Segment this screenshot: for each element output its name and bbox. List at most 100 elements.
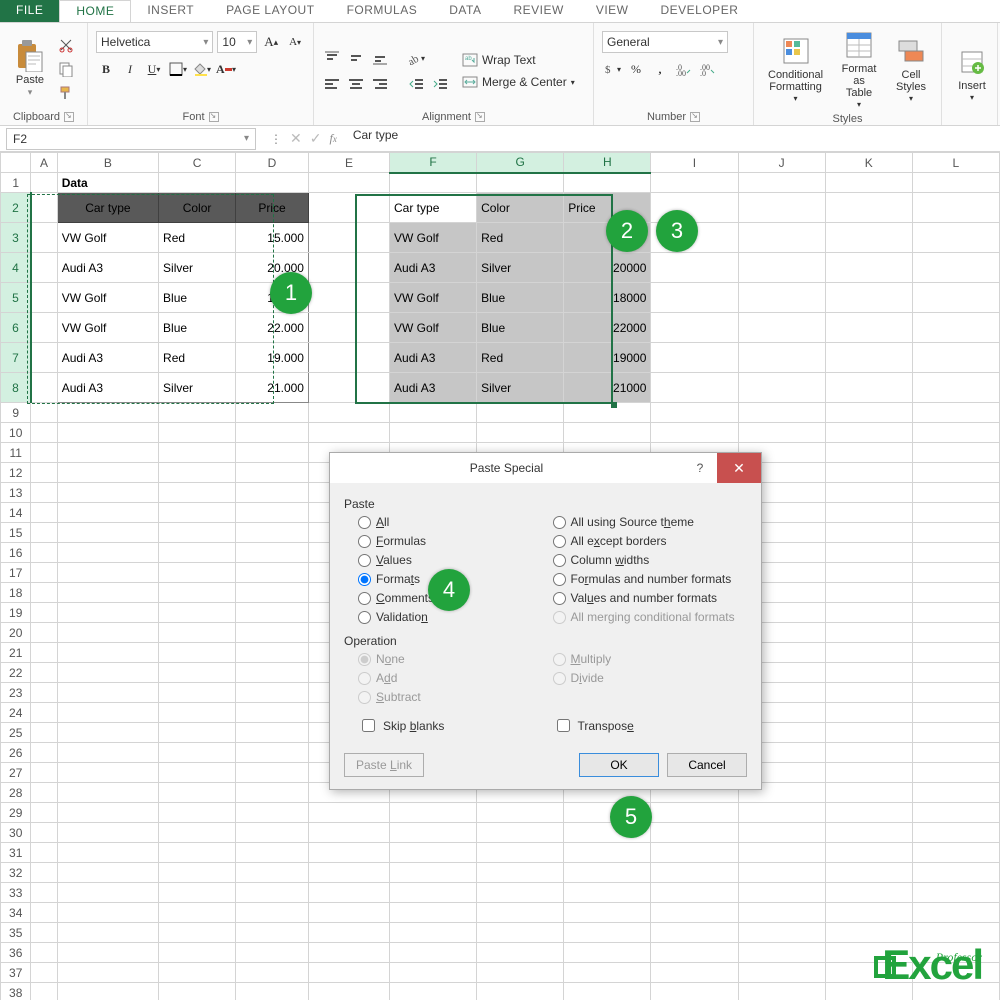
cell-A34[interactable] bbox=[31, 903, 57, 923]
tab-review[interactable]: REVIEW bbox=[497, 0, 579, 22]
formula-input[interactable]: Car type bbox=[345, 128, 1000, 150]
cell-J5[interactable] bbox=[738, 283, 825, 313]
cell-L5[interactable] bbox=[912, 283, 999, 313]
cell-G36[interactable] bbox=[477, 943, 564, 963]
cell-C6[interactable]: Blue bbox=[159, 313, 236, 343]
cell-B25[interactable] bbox=[57, 723, 158, 743]
col-header-F[interactable]: F bbox=[390, 153, 477, 173]
row-header-31[interactable]: 31 bbox=[1, 843, 31, 863]
cell-E1[interactable] bbox=[308, 173, 389, 193]
cell-F38[interactable] bbox=[390, 983, 477, 1000]
cell-C33[interactable] bbox=[159, 883, 236, 903]
cell-D19[interactable] bbox=[236, 603, 309, 623]
cell-E32[interactable] bbox=[308, 863, 389, 883]
cell-G38[interactable] bbox=[477, 983, 564, 1000]
cell-A1[interactable] bbox=[31, 173, 57, 193]
cell-A27[interactable] bbox=[31, 763, 57, 783]
row-header-11[interactable]: 11 bbox=[1, 443, 31, 463]
cancel-button[interactable]: Cancel bbox=[667, 753, 747, 777]
cell-A14[interactable] bbox=[31, 503, 57, 523]
cell-B24[interactable] bbox=[57, 703, 158, 723]
col-header-D[interactable]: D bbox=[236, 153, 309, 173]
row-header-18[interactable]: 18 bbox=[1, 583, 31, 603]
cell-L22[interactable] bbox=[912, 663, 999, 683]
cell-E5[interactable] bbox=[308, 283, 389, 313]
radio-all-using-source-theme[interactable]: All using Source theme bbox=[553, 515, 748, 529]
cell-K9[interactable] bbox=[825, 403, 912, 423]
cell-D22[interactable] bbox=[236, 663, 309, 683]
cell-E9[interactable] bbox=[308, 403, 389, 423]
cell-G31[interactable] bbox=[477, 843, 564, 863]
row-header-4[interactable]: 4 bbox=[1, 253, 31, 283]
row-header-34[interactable]: 34 bbox=[1, 903, 31, 923]
cell-D6[interactable]: 22.000 bbox=[236, 313, 309, 343]
cell-L21[interactable] bbox=[912, 643, 999, 663]
cell-D11[interactable] bbox=[236, 443, 309, 463]
cell-E7[interactable] bbox=[308, 343, 389, 373]
cell-K16[interactable] bbox=[825, 543, 912, 563]
cell-B8[interactable]: Audi A3 bbox=[57, 373, 158, 403]
cell-C16[interactable] bbox=[159, 543, 236, 563]
col-header-G[interactable]: G bbox=[477, 153, 564, 173]
cell-D28[interactable] bbox=[236, 783, 309, 803]
row-header-7[interactable]: 7 bbox=[1, 343, 31, 373]
cell-B5[interactable]: VW Golf bbox=[57, 283, 158, 313]
cell-I4[interactable] bbox=[651, 253, 738, 283]
cell-A30[interactable] bbox=[31, 823, 57, 843]
row-header-5[interactable]: 5 bbox=[1, 283, 31, 313]
decrease-indent-button[interactable] bbox=[406, 74, 426, 94]
cell-L34[interactable] bbox=[912, 903, 999, 923]
tab-page-layout[interactable]: PAGE LAYOUT bbox=[210, 0, 330, 22]
number-format-combo[interactable]: General▾ bbox=[602, 31, 728, 53]
cell-A10[interactable] bbox=[31, 423, 57, 443]
cell-J4[interactable] bbox=[738, 253, 825, 283]
tab-data[interactable]: DATA bbox=[433, 0, 497, 22]
row-header-9[interactable]: 9 bbox=[1, 403, 31, 423]
cell-I32[interactable] bbox=[651, 863, 738, 883]
cell-J35[interactable] bbox=[738, 923, 825, 943]
cell-A3[interactable] bbox=[31, 223, 57, 253]
cell-E30[interactable] bbox=[308, 823, 389, 843]
row-header-28[interactable]: 28 bbox=[1, 783, 31, 803]
cell-L35[interactable] bbox=[912, 923, 999, 943]
cell-I36[interactable] bbox=[651, 943, 738, 963]
cell-C2[interactable]: Color bbox=[159, 193, 236, 223]
row-header-19[interactable]: 19 bbox=[1, 603, 31, 623]
cell-D23[interactable] bbox=[236, 683, 309, 703]
cell-F4[interactable]: Audi A3 bbox=[390, 253, 477, 283]
cell-E38[interactable] bbox=[308, 983, 389, 1000]
row-header-27[interactable]: 27 bbox=[1, 763, 31, 783]
cell-J9[interactable] bbox=[738, 403, 825, 423]
cell-D14[interactable] bbox=[236, 503, 309, 523]
cell-D37[interactable] bbox=[236, 963, 309, 983]
cell-C8[interactable]: Silver bbox=[159, 373, 236, 403]
row-header-29[interactable]: 29 bbox=[1, 803, 31, 823]
radio-formulas[interactable]: Formulas bbox=[358, 534, 553, 548]
cell-D35[interactable] bbox=[236, 923, 309, 943]
fill-color-button[interactable]: ▾ bbox=[192, 59, 212, 79]
cell-K7[interactable] bbox=[825, 343, 912, 373]
col-header-H[interactable]: H bbox=[564, 153, 651, 173]
row-header-37[interactable]: 37 bbox=[1, 963, 31, 983]
cell-B29[interactable] bbox=[57, 803, 158, 823]
cell-B20[interactable] bbox=[57, 623, 158, 643]
cell-I34[interactable] bbox=[651, 903, 738, 923]
cell-D24[interactable] bbox=[236, 703, 309, 723]
cell-E37[interactable] bbox=[308, 963, 389, 983]
cell-F35[interactable] bbox=[390, 923, 477, 943]
cell-J7[interactable] bbox=[738, 343, 825, 373]
cell-E8[interactable] bbox=[308, 373, 389, 403]
copy-button[interactable] bbox=[56, 59, 76, 79]
cell-D10[interactable] bbox=[236, 423, 309, 443]
cell-J6[interactable] bbox=[738, 313, 825, 343]
row-header-20[interactable]: 20 bbox=[1, 623, 31, 643]
row-header-14[interactable]: 14 bbox=[1, 503, 31, 523]
cell-F33[interactable] bbox=[390, 883, 477, 903]
cell-D27[interactable] bbox=[236, 763, 309, 783]
cell-E29[interactable] bbox=[308, 803, 389, 823]
row-header-21[interactable]: 21 bbox=[1, 643, 31, 663]
cell-D30[interactable] bbox=[236, 823, 309, 843]
cell-C20[interactable] bbox=[159, 623, 236, 643]
cell-A23[interactable] bbox=[31, 683, 57, 703]
shrink-font-button[interactable]: A▾ bbox=[285, 32, 305, 52]
